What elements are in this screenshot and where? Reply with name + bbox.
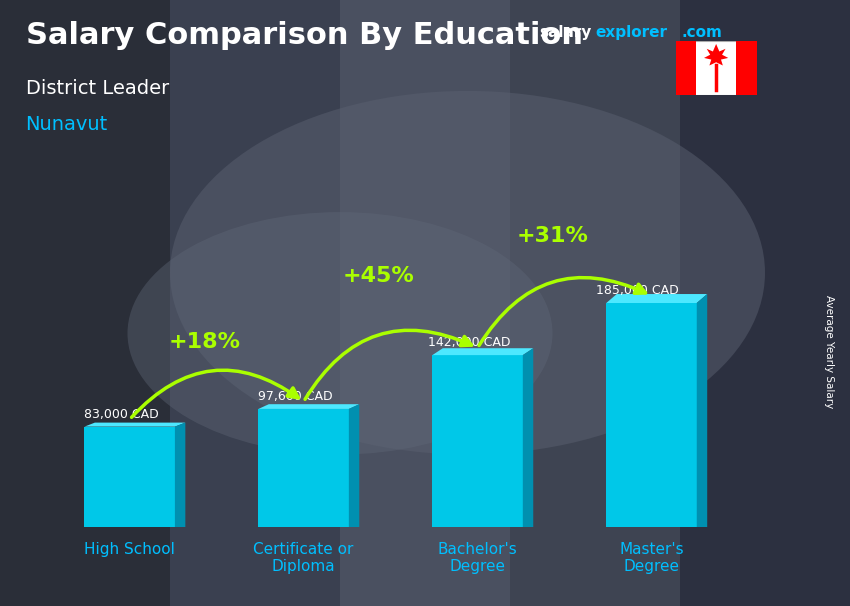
- FancyBboxPatch shape: [680, 0, 850, 606]
- Polygon shape: [704, 44, 728, 65]
- Text: +31%: +31%: [517, 226, 588, 247]
- Polygon shape: [84, 422, 185, 427]
- FancyArrowPatch shape: [132, 370, 298, 418]
- Text: salary: salary: [540, 25, 592, 41]
- Polygon shape: [523, 348, 533, 527]
- FancyBboxPatch shape: [510, 0, 680, 606]
- Polygon shape: [348, 404, 360, 527]
- Polygon shape: [258, 409, 348, 527]
- Polygon shape: [697, 294, 707, 527]
- Text: +18%: +18%: [168, 332, 241, 352]
- Text: explorer: explorer: [595, 25, 667, 41]
- Ellipse shape: [170, 91, 765, 454]
- Text: District Leader: District Leader: [26, 79, 169, 98]
- Bar: [676, 41, 696, 95]
- Text: 185,000 CAD: 185,000 CAD: [596, 284, 679, 297]
- FancyBboxPatch shape: [0, 0, 170, 606]
- Polygon shape: [433, 348, 533, 355]
- FancyArrowPatch shape: [479, 278, 645, 345]
- Text: Bachelor's
Degree: Bachelor's Degree: [438, 542, 518, 574]
- Bar: [736, 41, 756, 95]
- Polygon shape: [84, 427, 175, 527]
- Text: +45%: +45%: [343, 266, 414, 287]
- FancyBboxPatch shape: [170, 0, 340, 606]
- Text: .com: .com: [682, 25, 722, 41]
- FancyArrowPatch shape: [305, 330, 472, 399]
- Text: Nunavut: Nunavut: [26, 115, 108, 134]
- Text: 83,000 CAD: 83,000 CAD: [83, 408, 158, 421]
- Text: Salary Comparison By Education: Salary Comparison By Education: [26, 21, 582, 50]
- Polygon shape: [606, 303, 697, 527]
- Text: Master's
Degree: Master's Degree: [619, 542, 684, 574]
- Text: 97,600 CAD: 97,600 CAD: [258, 390, 332, 403]
- Text: 142,000 CAD: 142,000 CAD: [428, 336, 510, 349]
- FancyBboxPatch shape: [340, 0, 510, 606]
- Polygon shape: [175, 422, 185, 527]
- Polygon shape: [606, 294, 707, 303]
- Polygon shape: [258, 404, 360, 409]
- Polygon shape: [433, 355, 523, 527]
- Text: High School: High School: [84, 542, 175, 557]
- Text: Average Yearly Salary: Average Yearly Salary: [824, 295, 834, 408]
- Text: Certificate or
Diploma: Certificate or Diploma: [253, 542, 354, 574]
- Ellipse shape: [128, 212, 552, 454]
